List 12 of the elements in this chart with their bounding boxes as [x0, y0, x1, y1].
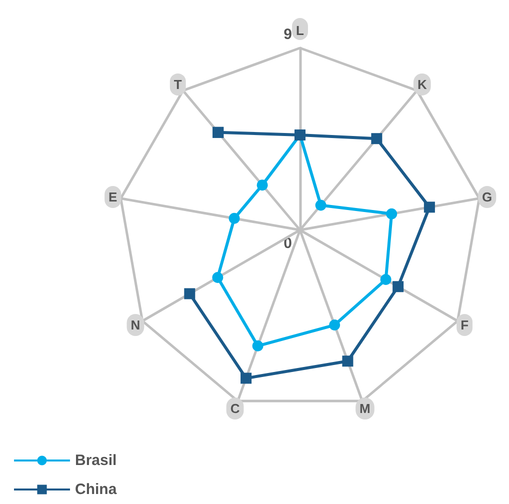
- spoke-label: C: [230, 401, 240, 416]
- spoke-label: K: [417, 76, 428, 92]
- legend-label: China: [75, 481, 118, 498]
- y-tick-label: 9: [284, 26, 292, 43]
- spoke-label: F: [460, 318, 469, 332]
- spoke-label: G: [482, 190, 492, 205]
- spoke-label: M: [360, 401, 370, 416]
- spoke-label: L: [296, 23, 304, 38]
- spoke-label: T: [174, 76, 182, 92]
- legend-label: Brasil: [75, 452, 117, 469]
- spoke-label: N: [130, 318, 140, 332]
- spoke-label: E: [108, 190, 118, 205]
